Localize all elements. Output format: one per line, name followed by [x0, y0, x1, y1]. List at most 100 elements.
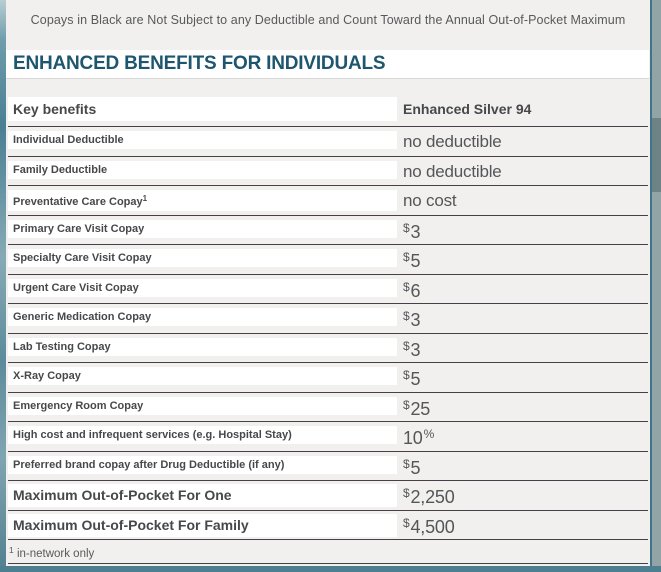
benefit-value: $5 [403, 457, 420, 479]
benefit-value-text: 5 [410, 251, 421, 271]
currency-symbol: $ [403, 368, 410, 382]
benefit-value-text: 3 [410, 310, 421, 330]
benefit-label: Preventative Care Copay1 [8, 190, 397, 211]
table-row: Maximum Out-of-Pocket For One $2,250 [8, 480, 648, 510]
benefit-label: Maximum Out-of-Pocket For Family [8, 513, 397, 537]
table-row: Maximum Out-of-Pocket For Family $4,500 [8, 509, 648, 540]
benefit-label: Generic Medication Copay [8, 308, 397, 326]
benefit-label-text: Lab Testing Copay [13, 340, 111, 353]
benefit-value: $3 [403, 339, 420, 361]
benefit-value: $3 [403, 221, 420, 243]
benefit-value-text: 5 [410, 369, 421, 389]
benefit-label-text: Primary Care Visit Copay [13, 222, 145, 235]
benefit-value-text: 5 [410, 457, 421, 478]
benefit-label: Maximum Out-of-Pocket For One [8, 484, 397, 507]
currency-symbol: $ [403, 486, 410, 500]
currency-symbol: $ [403, 338, 410, 353]
table-row: Urgent Care Visit Copay $6 [8, 273, 648, 304]
benefit-label-text: High cost and infrequent services (e.g. … [13, 429, 292, 441]
benefit-label: Specialty Care Visit Copay [8, 249, 397, 267]
currency-symbol: $ [403, 515, 410, 530]
benefit-label: Primary Care Visit Copay [8, 219, 397, 238]
benefit-label-text: Individual Deductible [13, 134, 124, 146]
benefit-value: $3 [403, 309, 420, 331]
benefit-label: Family Deductible [8, 160, 397, 179]
currency-symbol: $ [403, 220, 410, 235]
footnote: 1 in-network only [9, 545, 94, 560]
copay-disclaimer-note: Copays in Black are Not Subject to any D… [30, 13, 626, 27]
table-row: Preferred brand copay after Drug Deducti… [8, 450, 648, 481]
benefit-value: $25 [403, 398, 430, 420]
column-header-benefits: Key benefits [8, 97, 397, 121]
benefit-value-text: 6 [410, 280, 421, 301]
scrollbar-thumb[interactable] [652, 118, 661, 192]
currency-symbol: $ [403, 397, 410, 412]
benefit-label-text: Emergency Room Copay [13, 399, 144, 412]
benefit-value-text: 4,500 [410, 516, 455, 537]
page-background-strip [0, 0, 6, 572]
benefit-label: Preferred brand copay after Drug Deducti… [8, 455, 397, 474]
benefit-label: Urgent Care Visit Copay [8, 278, 397, 297]
table-row: Lab Testing Copay $3 [8, 332, 648, 363]
table-row: Preventative Care Copay1 no cost [8, 185, 648, 215]
footnote-reference: 1 [142, 194, 148, 203]
benefit-value-text: 25 [410, 398, 431, 419]
footnote-row: 1 in-network only [8, 539, 648, 564]
table-row: Family Deductible no deductible [8, 155, 648, 186]
table-row: Generic Medication Copay $3 [8, 303, 648, 333]
table-row: Specialty Care Visit Copay $5 [8, 244, 648, 274]
currency-symbol: $ [403, 456, 410, 471]
benefit-value-text: 10 [403, 428, 423, 448]
panel-right-border [650, 0, 652, 572]
benefit-value: $6 [403, 280, 420, 302]
benefit-value: $2,250 [403, 486, 455, 508]
currency-symbol: $ [403, 309, 410, 323]
footnote-marker: 1 [9, 545, 14, 555]
benefit-value-text: 3 [410, 221, 421, 242]
benefit-value-text: no deductible [403, 132, 502, 151]
benefit-value: $5 [403, 368, 420, 390]
section-heading-bar: ENHANCED BENEFITS FOR INDIVIDUALS [6, 50, 649, 79]
benefit-label-text: X-Ray Copay [13, 370, 81, 382]
benefit-value: no cost [403, 191, 457, 211]
benefits-panel: Copays in Black are Not Subject to any D… [6, 0, 650, 566]
benefit-value-text: no deductible [403, 161, 502, 181]
footnote-text: in-network only [16, 548, 95, 560]
scrollbar-track[interactable] [652, 0, 661, 572]
table-row: Emergency Room Copay $25 [8, 391, 648, 422]
benefit-label-text: Maximum Out-of-Pocket For Family [13, 516, 249, 533]
benefit-label-text: Maximum Out-of-Pocket For One [13, 487, 232, 503]
table-row: High cost and infrequent services (e.g. … [8, 421, 648, 451]
benefits-table: Key benefits Enhanced Silver 94 Individu… [8, 93, 648, 564]
benefit-label-text: Urgent Care Visit Copay [13, 281, 139, 294]
table-row: Individual Deductible no deductible [8, 126, 648, 156]
benefit-value-text: no cost [403, 191, 457, 210]
currency-symbol: $ [403, 279, 410, 294]
benefit-label-text: Family Deductible [13, 163, 108, 176]
benefit-label: Emergency Room Copay [8, 396, 397, 415]
table-body: Individual Deductible no deductible Family… [8, 126, 648, 539]
benefit-value: $5 [403, 250, 420, 272]
page-title: ENHANCED BENEFITS FOR INDIVIDUALS [13, 53, 386, 74]
benefit-value: no deductible [403, 132, 502, 152]
panel-bottom-border [0, 566, 661, 572]
table-row: Primary Care Visit Copay $3 [8, 214, 648, 245]
benefit-label: Lab Testing Copay [8, 337, 397, 356]
table-header-row: Key benefits Enhanced Silver 94 [8, 93, 648, 126]
table-row: X-Ray Copay $5 [8, 362, 648, 392]
benefit-label-text: Generic Medication Copay [13, 311, 152, 323]
benefit-label-text: Preferred brand copay after Drug Deducti… [13, 458, 285, 471]
percent-symbol: % [423, 427, 435, 441]
benefit-label-text: Preventative Care Copay [13, 196, 143, 208]
benefit-label: Individual Deductible [8, 131, 397, 149]
currency-symbol: $ [403, 250, 410, 264]
benefit-value: $4,500 [403, 516, 455, 538]
benefit-value-text: 3 [410, 339, 421, 360]
benefit-value: no deductible [403, 162, 502, 182]
benefit-value: 10% [403, 427, 434, 449]
benefit-value-text: 2,250 [410, 487, 455, 507]
benefit-label: X-Ray Copay [8, 367, 397, 385]
benefit-label: High cost and infrequent services (e.g. … [8, 426, 397, 444]
column-header-plan: Enhanced Silver 94 [403, 101, 532, 117]
